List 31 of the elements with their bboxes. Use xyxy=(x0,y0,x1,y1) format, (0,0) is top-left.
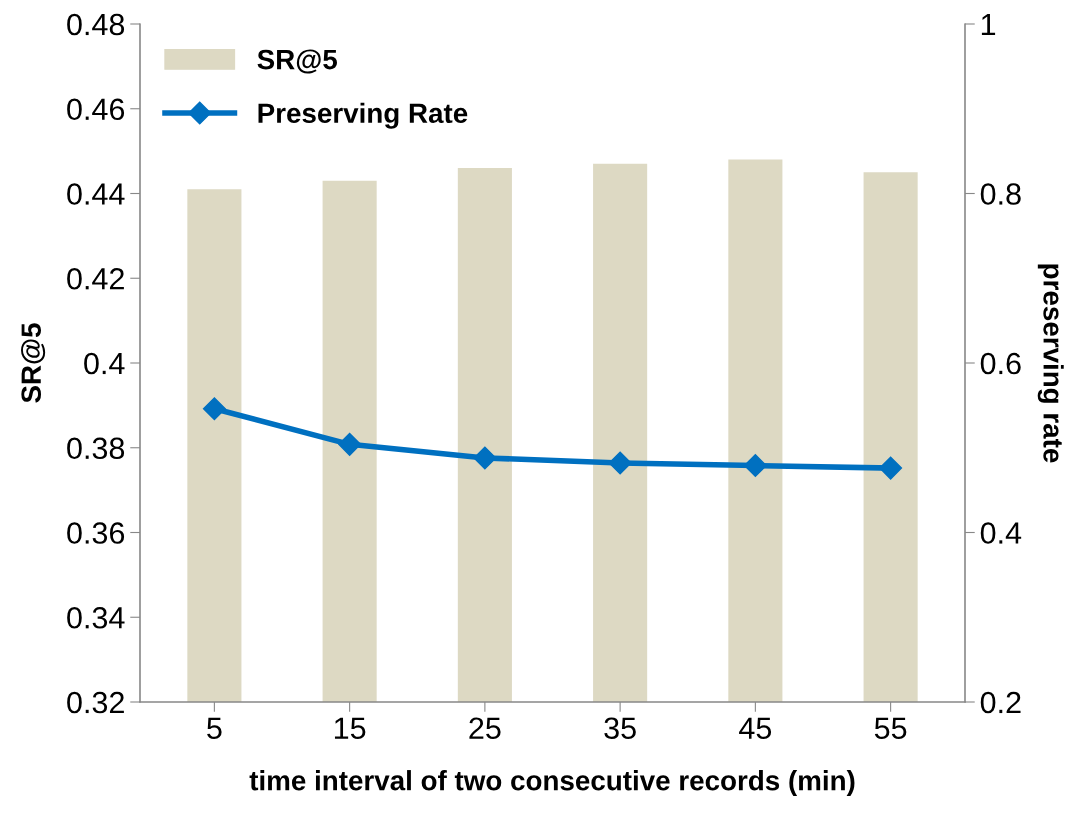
y-tick-label: 0.44 xyxy=(67,183,125,205)
x-tick-label: 35 xyxy=(604,717,636,740)
y-tick-label: 0.46 xyxy=(67,98,125,121)
y-tick-label: 0.4 xyxy=(84,352,125,375)
y-tick-label: 0.32 xyxy=(67,691,124,714)
y-tick-label: 0.34 xyxy=(67,606,125,629)
x-tick-label: 15 xyxy=(334,717,366,740)
x-axis-title: time interval of two consecutive records (min) xyxy=(249,770,855,796)
x-tick-label: 25 xyxy=(469,717,501,740)
point xyxy=(743,454,767,478)
y-tick-label: 0.36 xyxy=(67,522,125,544)
point xyxy=(879,456,903,480)
y-axis-title: SR@5 xyxy=(21,323,46,403)
point xyxy=(338,432,362,456)
y-tick-label: 0.38 xyxy=(67,437,125,460)
y2-tick-label: 0.4 xyxy=(980,522,1022,544)
point xyxy=(202,397,226,421)
point xyxy=(608,451,632,475)
legend-label: SR@5 xyxy=(257,49,338,74)
x-tick-label: 55 xyxy=(874,717,907,740)
y2-tick-label: 0.6 xyxy=(980,352,1021,375)
point xyxy=(473,446,497,470)
x-tick-label: 45 xyxy=(739,717,772,740)
y-tick-label: 0.48 xyxy=(67,13,125,36)
y2-tick-label: 0.8 xyxy=(980,183,1021,205)
y-tick-label: 0.42 xyxy=(67,267,124,290)
y2-axis-title: preserving rate xyxy=(1037,264,1064,463)
y2-tick-label: 0.2 xyxy=(980,691,1021,714)
y2-tick-label: 1 xyxy=(981,14,996,36)
x-tick-label: 5 xyxy=(207,717,222,740)
legend-label: Preserving Rate xyxy=(258,102,468,129)
